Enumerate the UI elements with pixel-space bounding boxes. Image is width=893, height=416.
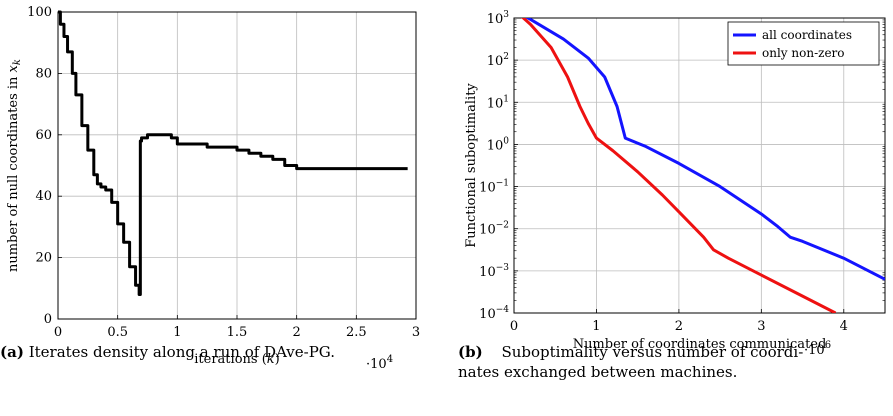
chart-b-ytick-label: 10−1: [479, 179, 509, 196]
chart-a-ytick-label: 100: [27, 5, 52, 20]
chart-a-ytick-label: 40: [35, 189, 52, 204]
chart-b-ylabel: Functional suboptimality: [464, 83, 479, 248]
chart-a-ytick-label: 20: [35, 251, 52, 266]
chart-b-ytick-label: 10−2: [479, 221, 509, 238]
chart-a-ytick-label: 0: [44, 312, 52, 327]
chart-b-xmultiplier: ·106: [804, 340, 831, 358]
chart-b-ytick-label: 10−3: [479, 263, 509, 280]
chart-b-legend-label: only non-zero: [762, 46, 845, 60]
chart-a-xtick-label: 3: [412, 325, 420, 340]
chart-a-ylabel: number of null coordinates in xk: [6, 59, 23, 272]
chart-b-frame: [513, 17, 886, 314]
chart-b: 0 1 2 3 4 103 102 101 100 10−1 10−2 10−3 10−4 all coo…: [464, 10, 886, 358]
chart-b-xtick-label: 3: [757, 319, 765, 334]
chart-a-ytick-label: 80: [35, 66, 52, 81]
chart-b-xtick-label: 1: [592, 319, 600, 334]
chart-a-xtick-label: 0.5: [107, 325, 128, 340]
chart-b-ytick-label: 103: [487, 10, 510, 27]
caption-a: (a) Iterates density along a run of DAve…: [0, 342, 425, 362]
caption-a-text: Iterates density along a run of DAve-PG.: [28, 343, 336, 361]
chart-b-legend: all coordinates only non-zero: [727, 21, 880, 66]
chart-b-xlabel: Number of coordinates communicated: [573, 337, 827, 352]
chart-a-series-line: [58, 10, 408, 296]
caption-b-text-line2: nates exchanged between machines.: [458, 363, 738, 381]
caption-b: (b) Suboptimality versus number of coord…: [458, 342, 888, 382]
chart-b-series-line-1: [521, 18, 837, 313]
chart-a-xmultiplier: ·104: [366, 354, 393, 372]
caption-a-label: (a): [0, 343, 24, 361]
chart-b-xtick-label: 0: [510, 319, 518, 334]
chart-b-ytick-label: 10−4: [479, 305, 509, 322]
chart-b-xtick-label: 2: [675, 319, 683, 334]
chart-a-xtick-label: 2: [293, 325, 301, 340]
chart-b-xtick-label: 4: [840, 319, 848, 334]
chart-a-xtick-label: 1: [173, 325, 181, 340]
chart-b-series-line-0: [525, 18, 885, 281]
chart-b-ytick-label: 102: [487, 52, 509, 69]
chart-a-xtick-label: 0: [54, 325, 62, 340]
chart-a-xtick-label: 2.5: [346, 325, 367, 340]
chart-b-legend-box: [727, 21, 880, 66]
chart-a: 0 0.5 1 1.5 2 2.5 3 0 20 40 60 80 100 iterations (k) ·…: [6, 5, 420, 372]
chart-b-ytick-label: 101: [487, 94, 509, 111]
chart-b-ytick-label: 100: [487, 136, 510, 153]
caption-b-text-line1: Suboptimality versus number of coordi-: [501, 343, 804, 361]
chart-a-ytick-label: 60: [35, 128, 52, 143]
chart-b-legend-label: all coordinates: [762, 28, 852, 42]
caption-b-label: (b): [458, 343, 483, 361]
chart-a-xtick-label: 1.5: [227, 325, 248, 340]
chart-a-xlabel: iterations (k): [194, 352, 279, 367]
